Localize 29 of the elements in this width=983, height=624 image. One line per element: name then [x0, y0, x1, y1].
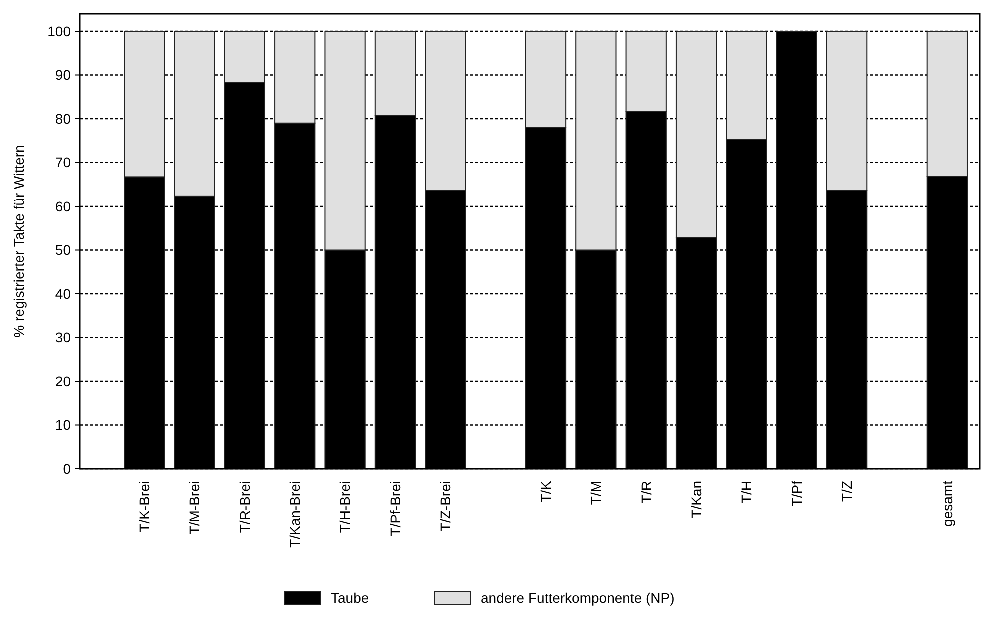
legend-label: andere Futterkomponente (NP)	[481, 590, 675, 606]
y-tick-label: 80	[55, 110, 72, 127]
x-tick-label: T/Kan-Brei	[287, 481, 304, 548]
x-tick-label: T/Z-Brei	[438, 481, 454, 532]
y-tick-label: 90	[55, 67, 72, 84]
y-axis-title: % registrierter Takte für Wittern	[11, 145, 27, 338]
x-tick-label: T/Z	[838, 480, 855, 502]
y-tick-label: 50	[55, 242, 72, 258]
x-tick-label: gesamt	[939, 480, 956, 527]
x-tick-label: T/H-Brei	[337, 481, 354, 534]
y-tick-label: 60	[55, 198, 72, 214]
x-tick-label: T/Pf-Brei	[387, 481, 404, 536]
y-tick-label: 0	[63, 460, 72, 477]
x-tick-label: T/R	[638, 481, 654, 504]
x-tick-label: T/Pf	[788, 480, 805, 507]
x-tick-label: T/K	[538, 480, 554, 503]
x-tick-label: T/H	[738, 481, 755, 504]
x-tick-label: T/M-Brei	[186, 481, 203, 535]
y-tick-label: 40	[55, 286, 72, 302]
x-tick-label: T/Kan	[688, 481, 704, 518]
x-tick-label: T/R-Brei	[236, 481, 253, 534]
y-tick-label: 10	[55, 417, 72, 434]
y-tick-label: 70	[55, 154, 72, 171]
legend-label: Taube	[331, 590, 370, 606]
x-tick-label: T/M	[588, 481, 604, 506]
x-tick-label: T/K-Brei	[136, 481, 152, 532]
y-tick-label: 100	[48, 23, 72, 40]
y-tick-label: 20	[55, 373, 72, 390]
y-tick-label: 30	[55, 330, 72, 346]
